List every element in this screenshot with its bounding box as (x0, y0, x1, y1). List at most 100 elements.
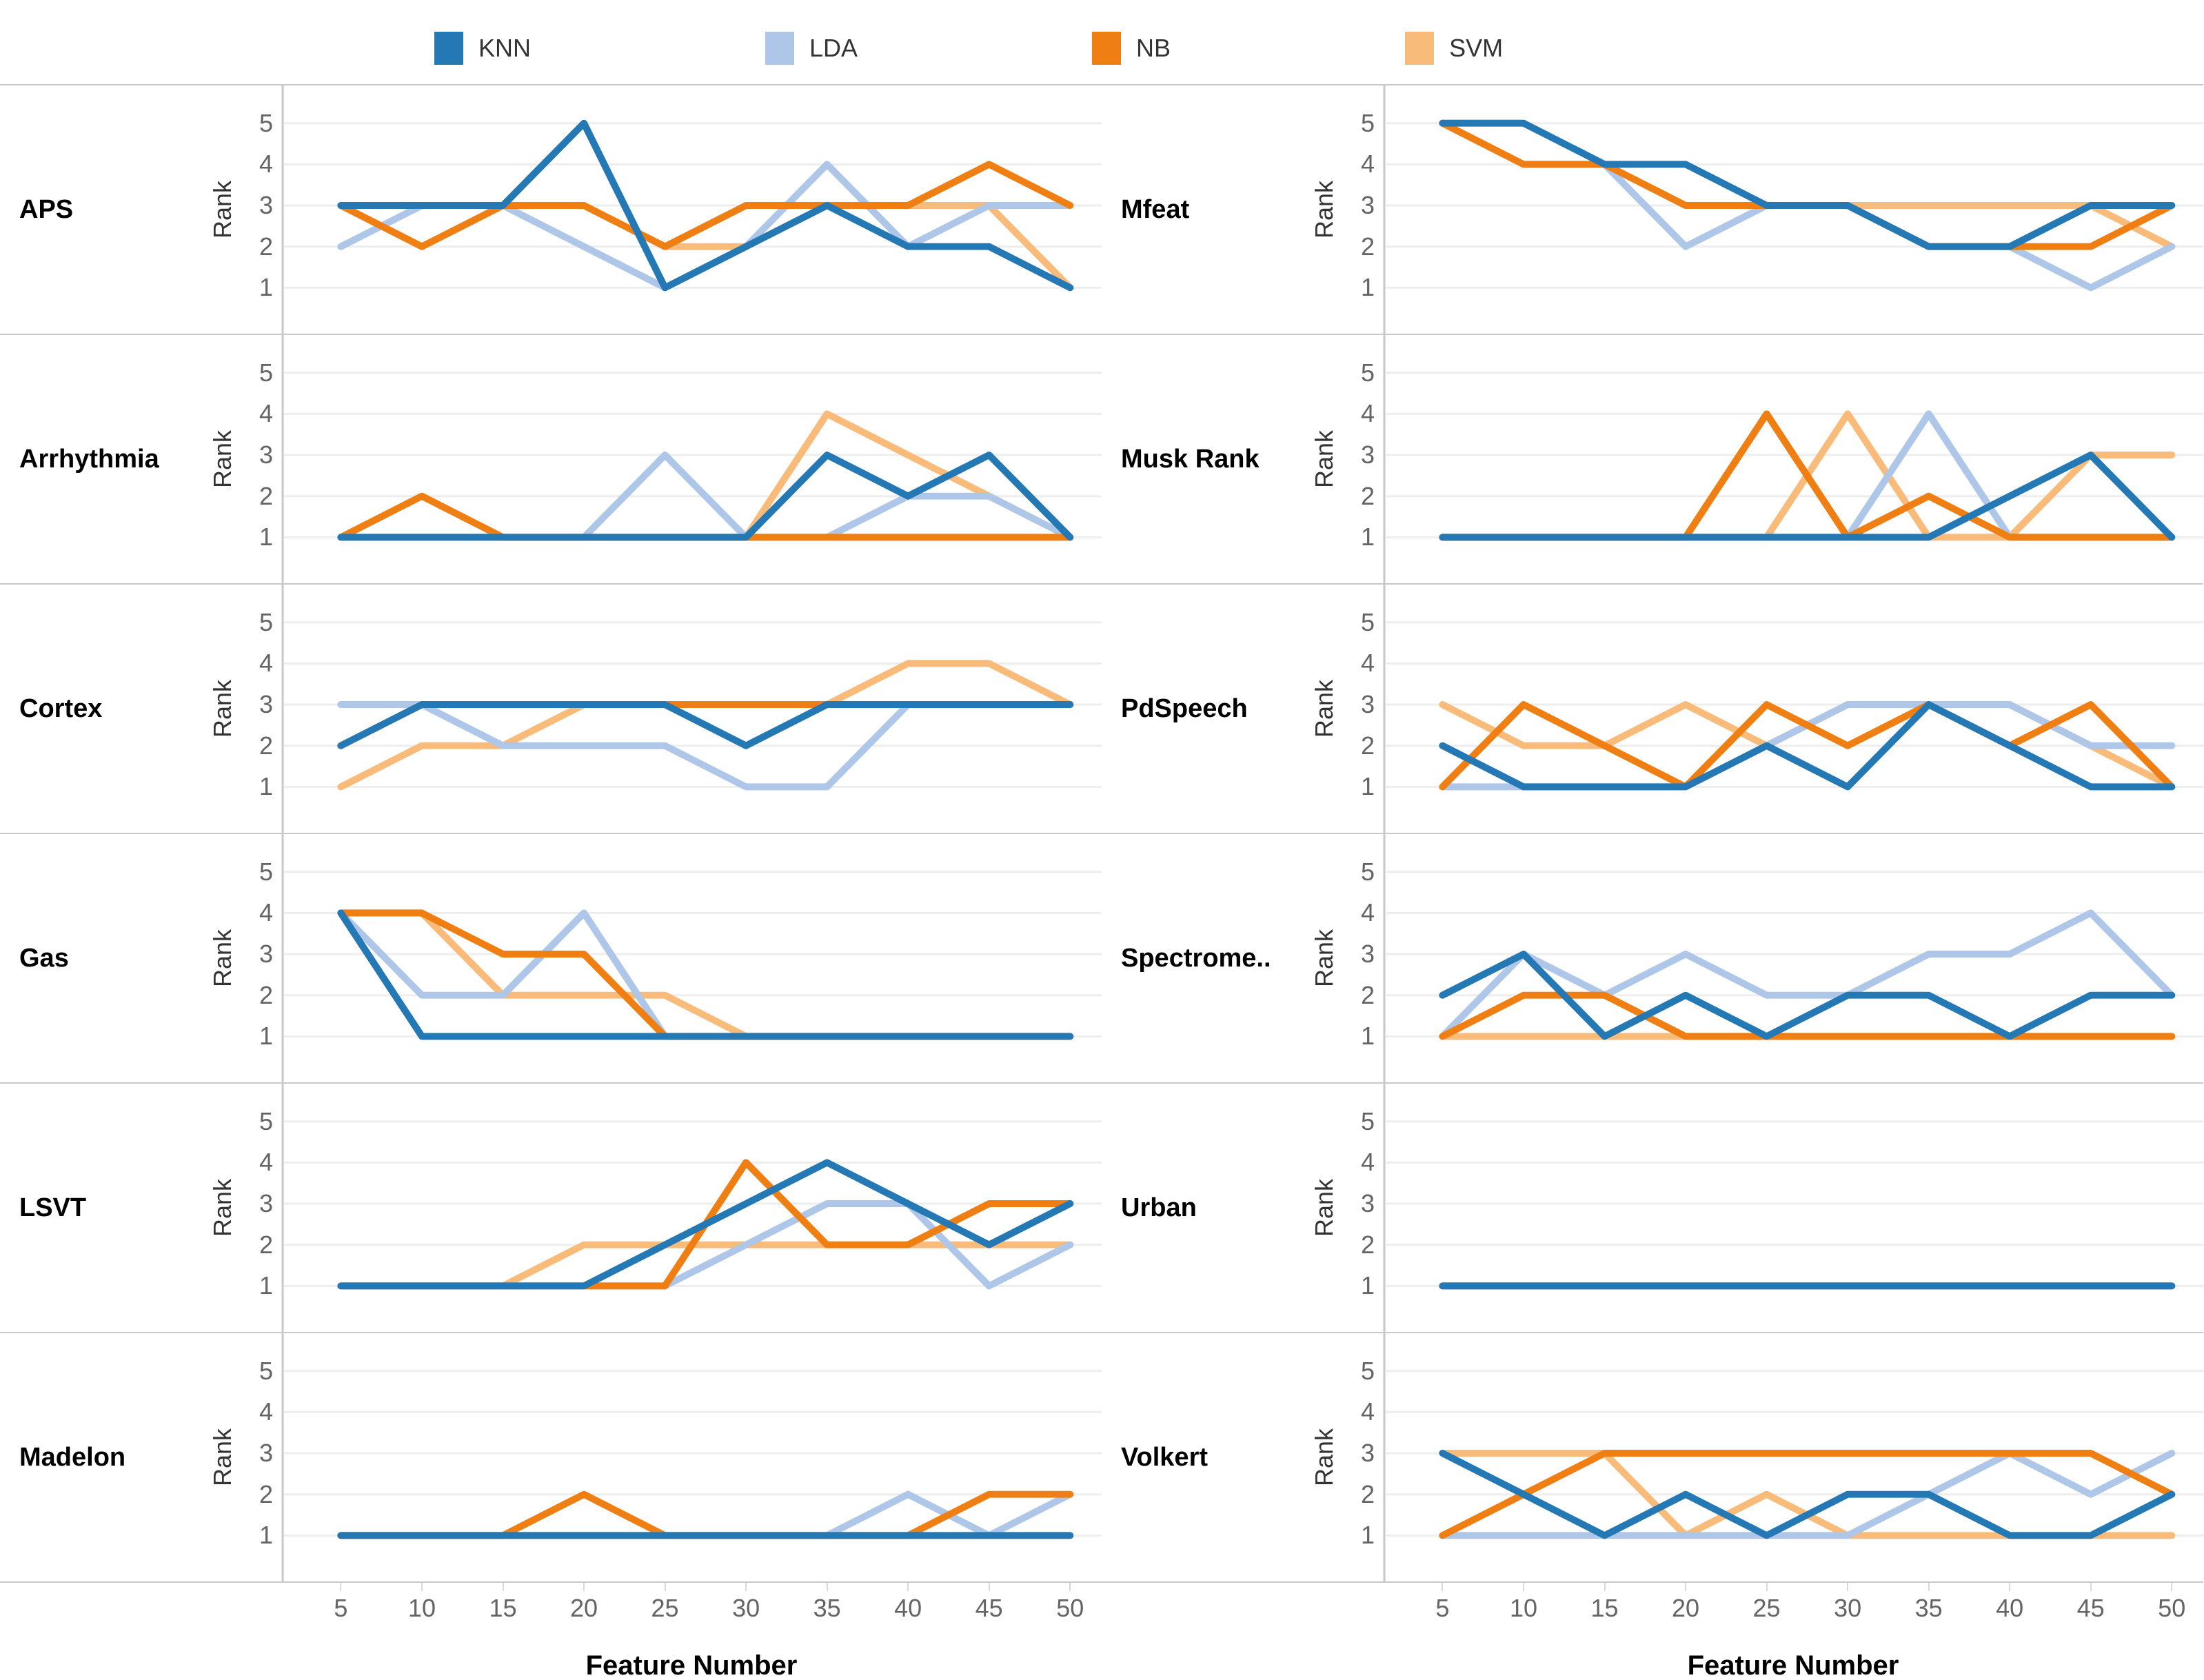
series-line-knn[interactable] (1439, 1450, 2176, 1539)
y-tick-label: 2 (1360, 1479, 1375, 1508)
plot-area-lsvt[interactable] (281, 1084, 1102, 1332)
series-line-nb[interactable] (1439, 410, 2176, 541)
x-tick-label: 35 (1914, 1594, 1943, 1622)
x-axis-ticks: 5 10 15 20 25 30 35 40 45 50 (1383, 1583, 2203, 1638)
y-tick-label: 5 (259, 857, 273, 886)
y-axis-ticks: 5 4 3 2 1 (239, 335, 281, 583)
y-axis-title: Rank (208, 929, 237, 988)
legend-swatch-icon (1405, 32, 1435, 65)
plot-area-cortex[interactable] (281, 585, 1102, 833)
y-tick-label: 1 (259, 273, 273, 302)
legend-label: NB (1136, 34, 1171, 62)
series-line-knn[interactable] (337, 909, 1074, 1040)
plot-area-gas[interactable] (281, 834, 1102, 1082)
x-tick-label: 15 (1590, 1594, 1619, 1622)
x-axis-title-spacer (1102, 1638, 1383, 1680)
plot-area-volkert[interactable] (1383, 1333, 2203, 1581)
series-line-lda[interactable] (1439, 1450, 2176, 1539)
y-axis-title-cell: Rank (207, 335, 239, 583)
plot-area-spectrome[interactable] (1383, 834, 2203, 1082)
y-axis-title: Rank (1310, 1428, 1339, 1487)
plot-area-arrhythmia[interactable] (281, 335, 1102, 583)
y-axis-title-cell: Rank (207, 1333, 239, 1581)
y-tick-label: 2 (259, 980, 273, 1009)
series-line-nb[interactable] (337, 492, 1074, 541)
y-axis-title-cell: Rank (1308, 1333, 1340, 1581)
series-line-knn[interactable] (1439, 701, 2176, 791)
x-tick-mark (826, 1583, 828, 1591)
y-tick-label: 5 (259, 108, 273, 137)
y-tick-label: 3 (259, 191, 273, 220)
series-line-knn[interactable] (337, 701, 1074, 749)
x-tick-mark (1766, 1583, 1768, 1591)
panel-label: PdSpeech (1121, 694, 1248, 723)
series-line-knn[interactable] (1439, 452, 2176, 541)
plot-area-madelon[interactable] (281, 1333, 1102, 1581)
plot-area-mfeat[interactable] (1383, 85, 2203, 334)
plot-area-urban[interactable] (1383, 1084, 2203, 1332)
plot-area-muskrank[interactable] (1383, 335, 2203, 583)
x-tick-label: 10 (407, 1594, 436, 1622)
y-tick-label: 5 (259, 607, 273, 636)
panel-label: Urban (1121, 1193, 1197, 1222)
y-tick-label: 4 (259, 1397, 273, 1426)
series-line-knn[interactable] (337, 1159, 1074, 1290)
x-axis-strip: 5 10 15 20 25 30 35 40 45 50 (0, 1583, 1102, 1638)
y-axis-title: Rank (1310, 429, 1339, 489)
x-tick-label: 50 (2158, 1594, 2186, 1622)
right-column: Mfeat Rank 5 4 3 2 1 Musk Rank Rank 5 4 3 2 1 PdSpeech… (1102, 84, 2203, 1680)
plot-area-aps[interactable] (281, 85, 1102, 334)
y-axis-title: Rank (1310, 1178, 1339, 1237)
y-axis-ticks: 5 4 3 2 1 (1340, 834, 1383, 1082)
x-tick-label: 30 (1834, 1594, 1862, 1622)
panel-label: Cortex (19, 694, 103, 723)
panel-label: Volkert (1121, 1442, 1209, 1472)
series-line-nb[interactable] (337, 1490, 1074, 1539)
panel-label: Spectrome.. (1121, 943, 1271, 973)
series-line-svm[interactable] (337, 909, 1074, 1040)
panel-label: Madelon (19, 1442, 126, 1472)
series-line-lda[interactable] (337, 1490, 1074, 1539)
y-tick-label: 5 (1360, 358, 1375, 387)
legend-label: SVM (1449, 34, 1504, 62)
y-axis-title: Rank (208, 180, 237, 239)
y-axis-title: Rank (208, 1178, 237, 1237)
y-tick-label: 2 (259, 232, 273, 261)
x-tick-mark (340, 1583, 342, 1591)
series-line-svm[interactable] (337, 410, 1074, 541)
x-tick-mark (583, 1583, 585, 1591)
series-line-lda[interactable] (1439, 909, 2176, 1040)
y-tick-label: 1 (259, 1521, 273, 1550)
series-line-nb[interactable] (337, 161, 1074, 250)
legend-item-svm[interactable]: SVM (1405, 32, 1503, 65)
panel-label: Musk Rank (1121, 444, 1260, 474)
panel-row: Musk Rank Rank 5 4 3 2 1 (1102, 335, 2203, 585)
y-tick-label: 2 (259, 1230, 273, 1259)
series-line-nb[interactable] (1439, 701, 2176, 791)
series-line-knn[interactable] (1439, 951, 2176, 1040)
y-tick-label: 1 (259, 1022, 273, 1051)
series-line-knn[interactable] (337, 452, 1074, 541)
y-tick-label: 2 (259, 1479, 273, 1508)
legend-item-nb[interactable]: NB (1092, 32, 1171, 65)
y-tick-label: 4 (1360, 1397, 1375, 1426)
series-line-nb[interactable] (1439, 1450, 2176, 1539)
series-line-knn[interactable] (337, 119, 1074, 292)
x-tick-label: 20 (570, 1594, 598, 1622)
legend-label: LDA (809, 34, 858, 62)
x-axis-title-row: Feature Number (1102, 1638, 2203, 1680)
y-axis-ticks: 5 4 3 2 1 (239, 585, 281, 833)
y-axis-ticks: 5 4 3 2 1 (239, 834, 281, 1082)
x-tick-mark (664, 1583, 666, 1591)
series-line-knn[interactable] (1439, 119, 2176, 250)
y-tick-label: 4 (259, 1148, 273, 1177)
series-line-svm[interactable] (1439, 119, 2176, 250)
y-axis-title-cell: Rank (207, 1084, 239, 1332)
x-axis-title-row: Feature Number (0, 1638, 1102, 1680)
y-tick-label: 4 (1360, 150, 1375, 179)
legend-item-knn[interactable]: KNN (434, 32, 531, 65)
series-line-nb[interactable] (1439, 119, 2176, 250)
plot-area-pdspeech[interactable] (1383, 585, 2203, 833)
legend-item-lda[interactable]: LDA (765, 32, 858, 65)
